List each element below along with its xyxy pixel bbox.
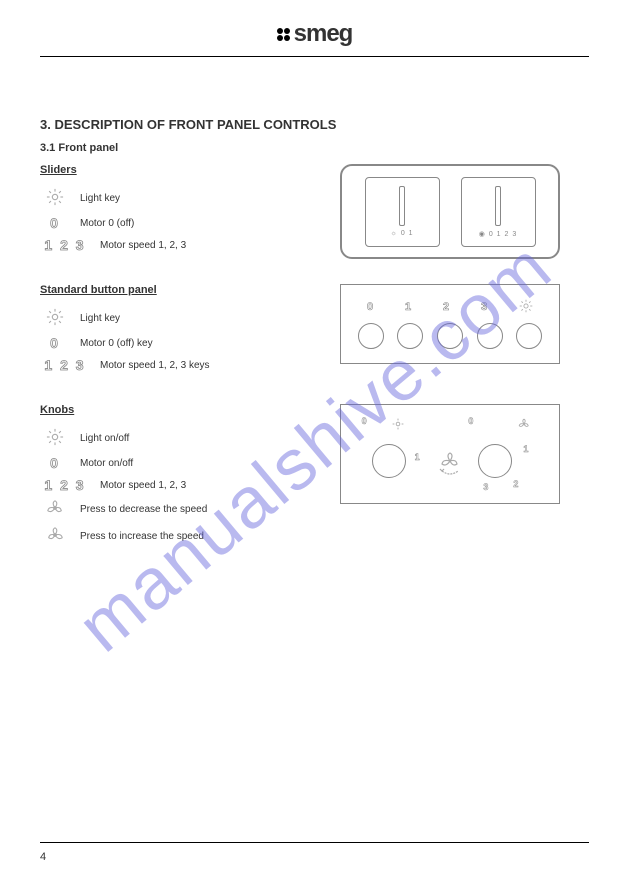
button-3: [477, 323, 503, 349]
fig2-light-icon: [519, 299, 533, 316]
page-number: 4: [40, 851, 46, 863]
fig2-label-1: 1: [405, 301, 411, 313]
nums-icon: 1 2 3: [40, 357, 90, 373]
motor-off-label: Motor 0 (off): [80, 218, 320, 229]
light-key-label: Light key: [80, 313, 320, 324]
button-0: [358, 323, 384, 349]
zero-icon: 0: [40, 455, 70, 471]
model-buttons: Standard button panel: [40, 284, 320, 296]
slider-panel-figure: ☼ 0 1 ◉ 0 1 2 3: [340, 164, 560, 259]
button-1: [397, 323, 423, 349]
light-key-label: Light key: [80, 193, 320, 204]
slider-light: ☼ 0 1: [365, 177, 440, 247]
section-subtitle: 3.1 Front panel: [40, 142, 589, 154]
model-sliders: Sliders: [40, 164, 320, 176]
slider-motor: ◉ 0 1 2 3: [461, 177, 536, 247]
fan-arrow-icon: [438, 449, 462, 479]
page-header: smeg: [40, 20, 589, 57]
light-icon: [40, 308, 70, 329]
motor-speed-label: Motor speed 1, 2, 3: [100, 240, 320, 251]
fan-ccw-icon: [40, 499, 70, 520]
knob-panel-figure: 0 1 0: [340, 404, 560, 504]
nums-icon: 1 2 3: [40, 477, 90, 493]
light-onoff-label: Light on/off: [80, 433, 320, 444]
motor-off-label: Motor 0 (off) key: [80, 338, 320, 349]
model-knobs: Knobs: [40, 404, 320, 416]
fig2-label-2: 2: [443, 301, 449, 313]
motor-speed-label: Motor speed 1, 2, 3: [100, 480, 320, 491]
motor-speed-label: Motor speed 1, 2, 3 keys: [100, 360, 320, 371]
increase-speed-label: Press to increase the speed: [80, 531, 320, 542]
fig2-label-0: 0: [367, 301, 373, 313]
light-icon: [40, 188, 70, 209]
section-title: 3. DESCRIPTION OF FRONT PANEL CONTROLS: [40, 117, 589, 132]
light-icon: [40, 428, 70, 449]
button-light: [516, 323, 542, 349]
nums-icon: 1 2 3: [40, 237, 90, 253]
smeg-logo: smeg: [277, 20, 353, 48]
knob-motor: 0 1 2 3: [463, 414, 543, 494]
decrease-speed-label: Press to decrease the speed: [80, 504, 320, 515]
zero-icon: 0: [40, 215, 70, 231]
button-panel-figure: 0 1 2 3: [340, 284, 560, 364]
zero-icon: 0: [40, 335, 70, 351]
motor-onoff-label: Motor on/off: [80, 458, 320, 469]
fan-cw-icon: [40, 526, 70, 547]
logo-text: smeg: [294, 20, 353, 48]
knob-light: 0 1: [357, 414, 437, 494]
fig2-label-3: 3: [481, 301, 487, 313]
footer-rule: [40, 842, 589, 843]
button-2: [437, 323, 463, 349]
